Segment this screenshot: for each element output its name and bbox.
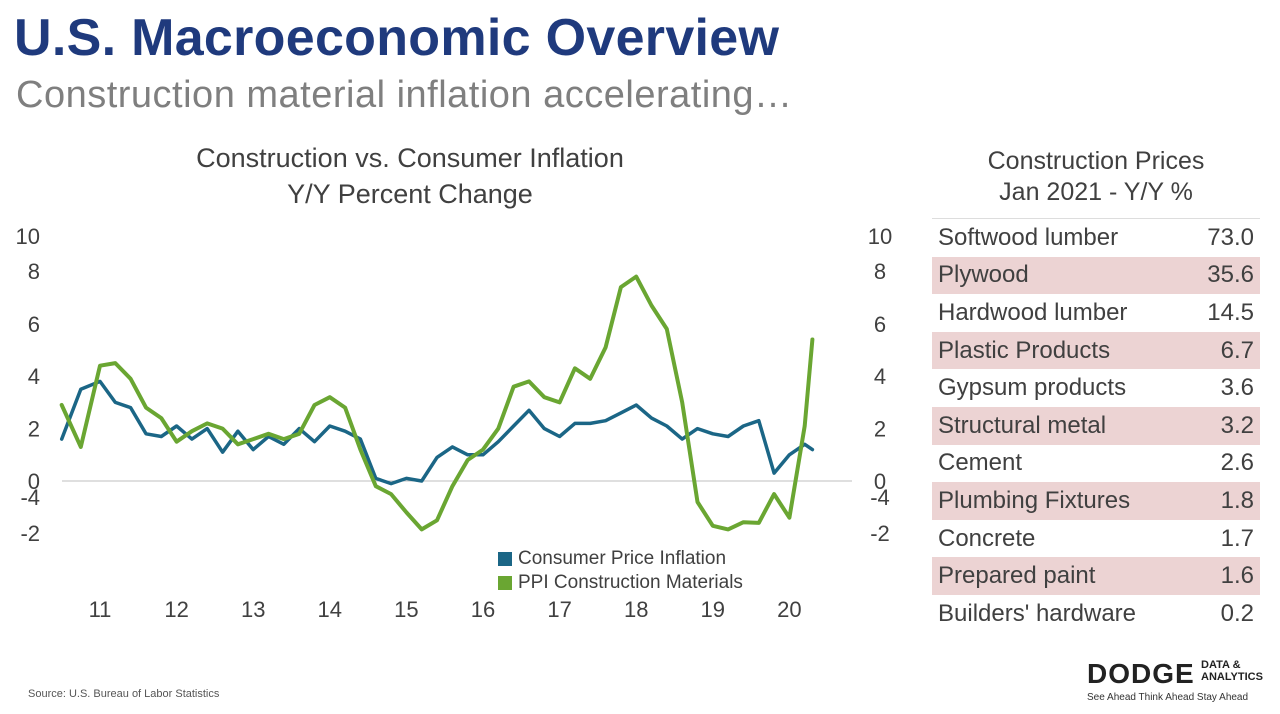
y-tick-right: 6 (874, 312, 886, 337)
table-title-line1: Construction Prices (987, 147, 1205, 175)
logo-side-text: DATA & ANALYTICS (1201, 659, 1263, 683)
y-tick-right: 2 (874, 417, 886, 442)
table-row: Cement 2.6 (932, 445, 1260, 483)
table-title-line2: Jan 2021 - Y/Y % (999, 178, 1193, 206)
x-tick: 14 (318, 597, 342, 622)
page-title: U.S. Macroeconomic Overview (14, 9, 780, 67)
x-tick: 17 (547, 597, 571, 622)
legend-swatch-ppi (498, 576, 512, 590)
series-line-ppi (59, 274, 815, 532)
x-tick: 11 (89, 597, 112, 622)
row-label: Structural metal (938, 411, 1107, 439)
series-line-cpi (59, 379, 815, 486)
y-tick-right: 4 (874, 364, 886, 389)
table-row: Plywood 35.6 (932, 256, 1260, 295)
y-tick-left: 4 (28, 364, 40, 389)
table-row: Softwood lumber 73.0 (932, 219, 1260, 257)
logo-side-line1: DATA & (1201, 659, 1241, 671)
legend-label-cpi: Consumer Price Inflation (518, 548, 727, 569)
row-label: Softwood lumber (938, 223, 1119, 251)
logo-side-line2: ANALYTICS (1201, 671, 1263, 683)
y-tick-left: 8 (28, 259, 40, 284)
row-value: 1.8 (1220, 486, 1254, 514)
row-value: 73.0 (1207, 223, 1254, 251)
row-value: 3.6 (1220, 374, 1254, 402)
row-label: Prepared paint (938, 562, 1096, 590)
y-tick-right: -2 (870, 521, 890, 546)
row-value: 6.7 (1220, 336, 1254, 364)
legend-swatch-cpi (498, 552, 512, 566)
source-note: Source: U.S. Bureau of Labor Statistics (28, 688, 220, 700)
legend-label-ppi: PPI Construction Materials (518, 572, 743, 593)
x-tick: 20 (777, 597, 801, 622)
table-row: Hardwood lumber 14.5 (932, 294, 1260, 332)
row-label: Builders' hardware (938, 599, 1137, 627)
y-tick-right: 10 (868, 224, 892, 249)
y-tick-left: 6 (28, 312, 40, 337)
x-tick: 15 (394, 597, 418, 622)
y-tick-right: 8 (874, 259, 886, 284)
dodge-logo: DODGE DATA & ANALYTICS See Ahead Think A… (1087, 658, 1277, 708)
table-row: Structural metal 3.2 (932, 406, 1260, 445)
row-label: Plywood (938, 261, 1029, 289)
chart-legend: Consumer Price Inflation PPI Constructio… (498, 547, 743, 595)
table-title: Construction Prices Jan 2021 - Y/Y % (932, 146, 1260, 208)
table-row: Plastic Products 6.7 (932, 331, 1260, 370)
y-tick-left: 0 (28, 469, 40, 494)
chart-title-line1: Construction vs. Consumer Inflation (196, 143, 624, 173)
row-label: Concrete (938, 524, 1036, 552)
y-tick-left: 10 (16, 224, 40, 249)
row-label: Cement (938, 449, 1023, 477)
row-value: 1.7 (1220, 524, 1254, 552)
chart-title-line2: Y/Y Percent Change (287, 179, 533, 209)
legend-item-ppi: PPI Construction Materials (498, 571, 743, 595)
y-tick-left: -4 (20, 485, 40, 510)
y-axis-right: 10 8 6 4 2 0 -2 -4 (868, 224, 892, 546)
y-tick-left: -2 (20, 521, 40, 546)
row-label: Gypsum products (938, 374, 1127, 402)
series-group (59, 274, 815, 532)
row-value: 2.6 (1220, 449, 1254, 477)
table-row: Plumbing Fixtures 1.8 (932, 482, 1260, 520)
table-row: Prepared paint 1.6 (932, 557, 1260, 595)
y-tick-right: 0 (874, 469, 886, 494)
y-tick-left: 2 (28, 417, 40, 442)
table-row: Gypsum products 3.6 (932, 369, 1260, 407)
table-row: Builders' hardware 0.2 (932, 595, 1260, 633)
logo-wordmark: DODGE (1087, 658, 1195, 689)
row-value: 35.6 (1207, 261, 1254, 289)
construction-prices-table: Softwood lumber 73.0 Plywood 35.6 Hardwood l… (932, 218, 1260, 633)
row-value: 14.5 (1207, 298, 1254, 326)
page-subtitle: Construction material inflation accelera… (16, 74, 793, 116)
row-value: 0.2 (1220, 599, 1254, 627)
row-label: Hardwood lumber (938, 298, 1128, 326)
x-tick: 13 (241, 597, 265, 622)
row-label: Plastic Products (938, 336, 1111, 364)
legend-item-cpi: Consumer Price Inflation (498, 547, 743, 571)
row-value: 1.6 (1220, 562, 1254, 590)
chart-title: Construction vs. Consumer Inflation Y/Y … (150, 140, 670, 212)
x-axis: 11 12 13 14 15 16 17 18 19 20 (89, 597, 802, 622)
logo-tagline: See Ahead Think Ahead Stay Ahead (1087, 692, 1249, 703)
x-tick: 12 (164, 597, 188, 622)
x-tick: 18 (624, 597, 648, 622)
row-label: Plumbing Fixtures (938, 486, 1131, 514)
table-row: Concrete 1.7 (932, 520, 1260, 558)
x-tick: 16 (471, 597, 495, 622)
x-tick: 19 (701, 597, 725, 622)
y-tick-right: -4 (870, 485, 890, 510)
row-value: 3.2 (1220, 411, 1254, 439)
y-axis-left: 10 8 6 4 2 0 -2 -4 (16, 224, 40, 546)
